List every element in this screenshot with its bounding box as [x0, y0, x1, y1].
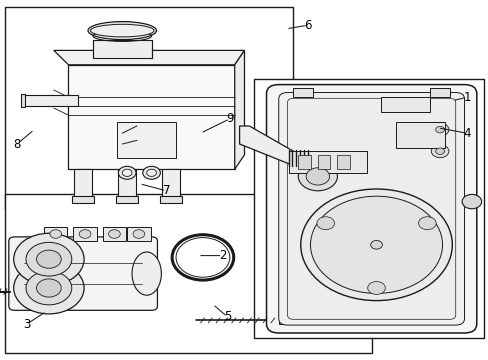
Text: 1: 1 [462, 91, 470, 104]
Circle shape [418, 217, 435, 230]
Text: 7: 7 [162, 184, 170, 197]
Ellipse shape [132, 252, 161, 295]
Circle shape [108, 230, 120, 238]
Circle shape [300, 189, 451, 301]
Text: 8: 8 [13, 138, 21, 150]
Ellipse shape [88, 22, 156, 40]
Bar [20, 94, 25, 107]
Bar [73, 227, 97, 241]
Circle shape [370, 240, 382, 249]
Text: 9: 9 [225, 112, 233, 125]
Text: 6: 6 [304, 19, 311, 32]
Circle shape [176, 238, 229, 277]
Bar [24, 95, 78, 106]
Circle shape [367, 282, 385, 294]
Ellipse shape [90, 24, 154, 37]
Bar [116, 196, 138, 203]
Circle shape [435, 148, 444, 154]
FancyBboxPatch shape [9, 237, 157, 310]
Text: 4: 4 [462, 127, 470, 140]
Bar [117, 122, 176, 158]
Bar [337, 155, 349, 169]
Bar [162, 169, 180, 198]
Bar [381, 97, 429, 112]
Circle shape [146, 169, 156, 176]
Bar [395, 122, 444, 148]
Circle shape [310, 196, 442, 293]
Bar [298, 155, 310, 169]
Text: 3: 3 [23, 318, 31, 330]
Bar [317, 155, 329, 169]
Polygon shape [54, 50, 244, 65]
FancyBboxPatch shape [278, 93, 464, 325]
Bar [127, 227, 150, 241]
Circle shape [298, 162, 337, 191]
Bar [254, 79, 483, 338]
Circle shape [37, 279, 61, 297]
Bar [102, 227, 126, 241]
Circle shape [430, 123, 448, 136]
Bar [429, 88, 449, 97]
Circle shape [14, 262, 84, 314]
Polygon shape [68, 65, 234, 169]
Bar [288, 151, 366, 173]
Circle shape [305, 168, 329, 185]
Circle shape [316, 217, 334, 230]
Text: 5: 5 [223, 310, 231, 323]
Bar [278, 317, 283, 324]
Circle shape [133, 230, 144, 238]
Circle shape [142, 166, 160, 179]
Circle shape [435, 126, 444, 133]
Bar [118, 169, 136, 198]
Circle shape [461, 194, 481, 209]
Bar [5, 7, 293, 209]
Circle shape [79, 230, 91, 238]
FancyBboxPatch shape [287, 98, 455, 319]
Bar [160, 196, 182, 203]
Circle shape [14, 233, 84, 285]
Circle shape [118, 166, 136, 179]
Polygon shape [239, 126, 293, 166]
Circle shape [26, 271, 72, 305]
Bar [74, 169, 92, 198]
Bar [93, 40, 151, 58]
Circle shape [122, 169, 132, 176]
Bar [44, 227, 67, 241]
Circle shape [430, 145, 448, 158]
Bar [72, 196, 94, 203]
Bar [5, 194, 371, 353]
FancyBboxPatch shape [266, 85, 476, 333]
Circle shape [37, 250, 61, 268]
Bar [293, 88, 312, 97]
Circle shape [26, 242, 72, 276]
Circle shape [50, 230, 61, 238]
Circle shape [172, 235, 233, 280]
Polygon shape [234, 50, 244, 169]
Text: 2: 2 [218, 249, 226, 262]
